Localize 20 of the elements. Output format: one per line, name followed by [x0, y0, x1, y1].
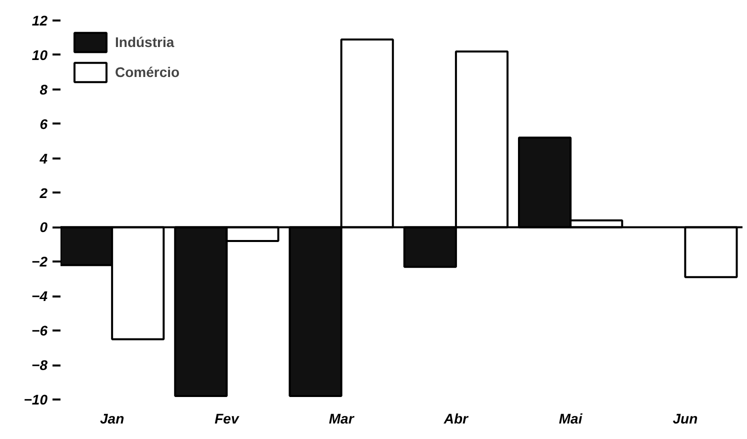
y-tick-label: −6 — [32, 322, 48, 339]
legend-label: Comércio — [115, 64, 180, 80]
y-tick-label: −4 — [32, 288, 48, 304]
x-tick-label: Jun — [672, 410, 698, 426]
x-tick-label: Abr — [442, 410, 470, 426]
x-tick-label: Mai — [558, 410, 584, 426]
y-tick-label: 6 — [40, 116, 48, 132]
y-tick-label: −8 — [32, 357, 48, 374]
x-tick-label: Fev — [214, 410, 240, 426]
y-tick-label: 12 — [32, 12, 48, 28]
y-tick-label: 8 — [40, 81, 48, 98]
y-tick-label: −2 — [32, 254, 48, 270]
y-tick-label: 4 — [38, 150, 48, 166]
x-tick-label: Mar — [328, 410, 356, 426]
y-tick-label: −10 — [24, 392, 48, 408]
y-tick-label: 0 — [40, 219, 48, 236]
legend-label: Indústria — [115, 34, 174, 50]
x-tick-label: Jan — [100, 410, 124, 426]
y-tick-label: 10 — [32, 46, 48, 63]
y-tick-label: 2 — [38, 184, 48, 201]
